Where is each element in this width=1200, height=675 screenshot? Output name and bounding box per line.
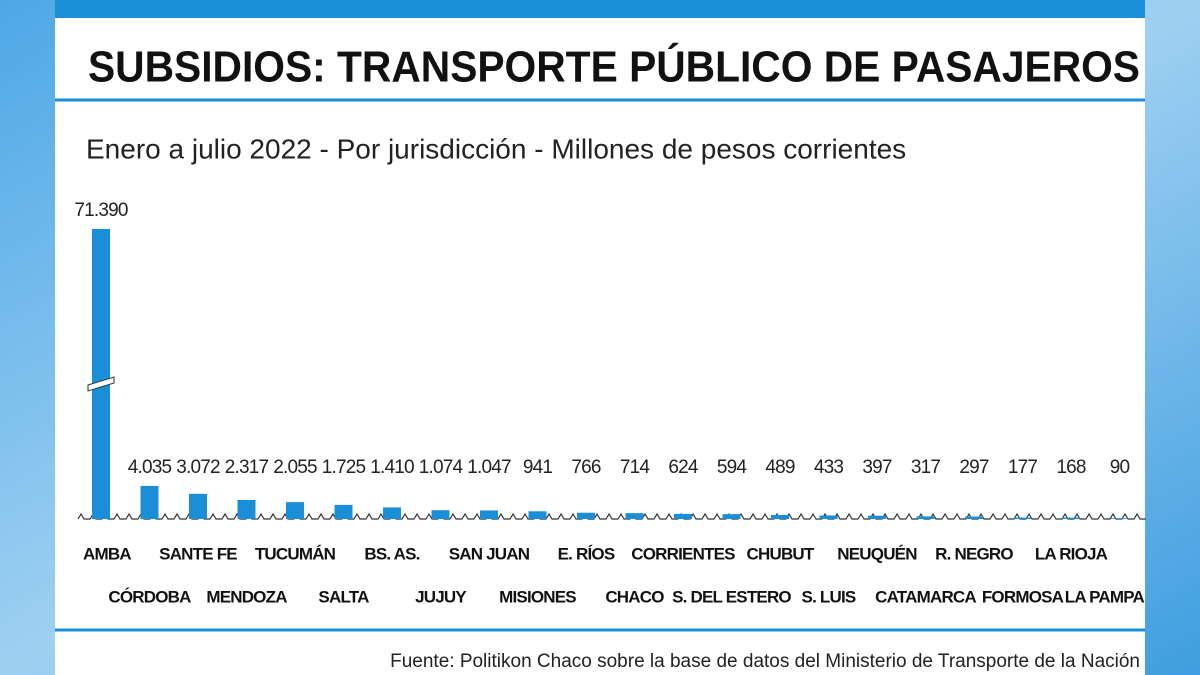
bar xyxy=(577,512,595,519)
value-label: 489 xyxy=(765,457,795,478)
value-label: 168 xyxy=(1056,457,1086,478)
value-label: 297 xyxy=(959,457,989,478)
bar xyxy=(916,516,935,519)
bar xyxy=(431,510,450,519)
top-band xyxy=(55,0,1145,18)
source: Fuente: Politikon Chaco sobre la base de… xyxy=(390,651,1140,672)
x-tick-label: CATAMARCA xyxy=(875,587,976,606)
card xyxy=(55,0,1145,675)
bar xyxy=(480,510,498,519)
x-tick-label: SANTE FE xyxy=(159,544,237,563)
value-label: 714 xyxy=(620,457,651,478)
bar xyxy=(819,515,838,519)
bar xyxy=(625,513,644,519)
x-tick-label: CHUBUT xyxy=(747,544,815,563)
value-label: 3.072 xyxy=(176,457,220,478)
x-tick-label: BS. AS. xyxy=(364,544,419,563)
value-label: 2.317 xyxy=(225,457,269,478)
x-tick-label: CÓRDOBA xyxy=(108,587,191,606)
value-label: 1.725 xyxy=(322,457,366,478)
bar xyxy=(965,516,983,519)
value-label: 433 xyxy=(814,457,844,478)
value-label: 90 xyxy=(1110,457,1130,478)
value-label: 594 xyxy=(717,457,748,478)
bar xyxy=(237,500,256,519)
value-label: 71.390 xyxy=(74,200,128,221)
x-tick-label: JUJUY xyxy=(415,587,467,606)
x-tick-label: NEUQUÉN xyxy=(837,544,917,563)
x-tick-label: R. NEGRO xyxy=(935,544,1013,563)
bar xyxy=(189,493,207,519)
value-label: 1.074 xyxy=(419,457,464,478)
x-tick-label: LA PAMPA xyxy=(1065,587,1145,606)
value-label: 177 xyxy=(1008,457,1038,478)
x-tick-label: SAN JUAN xyxy=(449,544,530,563)
x-tick-label: FORMOSA xyxy=(982,587,1064,606)
chart-title: SUBSIDIOS: TRANSPORTE PÚBLICO DE PASAJER… xyxy=(88,42,1140,92)
x-tick-label: MISIONES xyxy=(499,587,576,606)
bar xyxy=(868,515,886,519)
value-label: 4.035 xyxy=(128,457,172,478)
x-tick-label: E. RÍOS xyxy=(558,544,615,563)
value-label: 397 xyxy=(862,457,892,478)
bar xyxy=(92,229,110,519)
bar xyxy=(722,514,741,519)
bar xyxy=(286,502,304,519)
value-label: 766 xyxy=(571,457,601,478)
x-tick-label: CHACO xyxy=(605,587,664,606)
bar xyxy=(528,511,547,519)
bar xyxy=(140,485,159,519)
x-tick-label: SALTA xyxy=(318,587,369,606)
chart-subtitle: Enero a julio 2022 - Por jurisdicción - … xyxy=(86,133,906,164)
bar xyxy=(334,504,353,519)
x-tick-label: MENDOZA xyxy=(206,587,287,606)
x-tick-label: S. LUIS xyxy=(802,587,856,606)
x-tick-label: AMBA xyxy=(83,544,131,563)
bar xyxy=(1062,517,1080,519)
value-label: 2.055 xyxy=(273,457,317,478)
value-label: 1.047 xyxy=(467,457,511,478)
bar xyxy=(1013,517,1032,519)
bar xyxy=(771,514,789,519)
bar xyxy=(674,513,692,519)
x-tick-label: S. DEL ESTERO xyxy=(672,587,791,606)
value-label: 1.410 xyxy=(370,457,414,478)
bar xyxy=(383,507,401,519)
x-tick-label: TUCUMÁN xyxy=(255,544,336,563)
x-tick-label: LA RIOJA xyxy=(1035,544,1108,563)
x-tick-label: CORRIENTES xyxy=(631,544,735,563)
value-label: 941 xyxy=(523,457,553,478)
value-label: 624 xyxy=(668,457,699,478)
bar xyxy=(1110,518,1129,519)
value-label: 317 xyxy=(911,457,941,478)
axis-break xyxy=(87,376,115,392)
